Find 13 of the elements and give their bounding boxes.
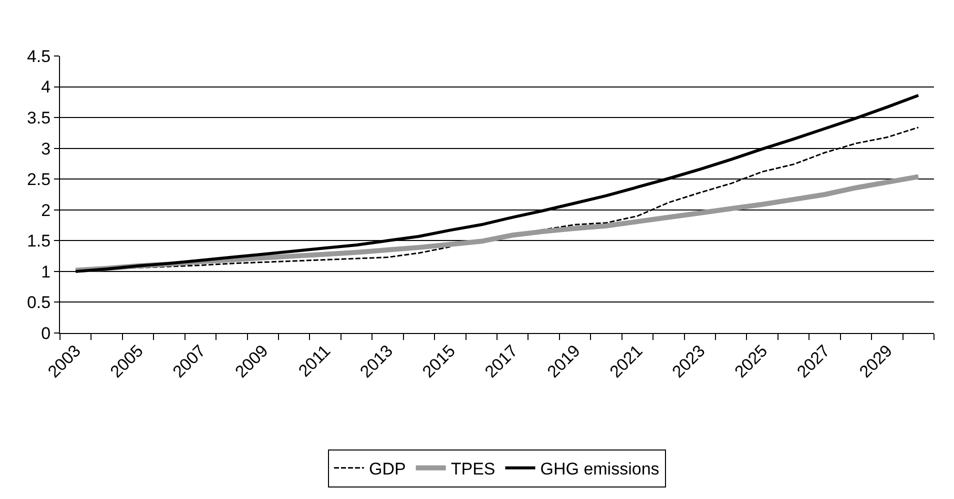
y-tick-label: 2	[41, 200, 51, 220]
y-tick-label: 4	[41, 78, 51, 97]
y-tick-label: 3.5	[26, 108, 51, 128]
legend-label: GHG emissions	[540, 460, 660, 479]
y-tick-label: 0.5	[26, 293, 51, 312]
y-tick-label: 1.5	[26, 232, 51, 251]
legend-label: GDP	[369, 460, 406, 479]
y-tick-label: 1	[41, 262, 51, 282]
legend-label: TPES	[450, 460, 496, 479]
y-tick-label: 2.5	[26, 170, 51, 190]
y-tick-label: 3	[41, 139, 51, 158]
y-tick-label: 0	[41, 324, 51, 343]
y-tick-label: 4.5	[26, 46, 51, 66]
